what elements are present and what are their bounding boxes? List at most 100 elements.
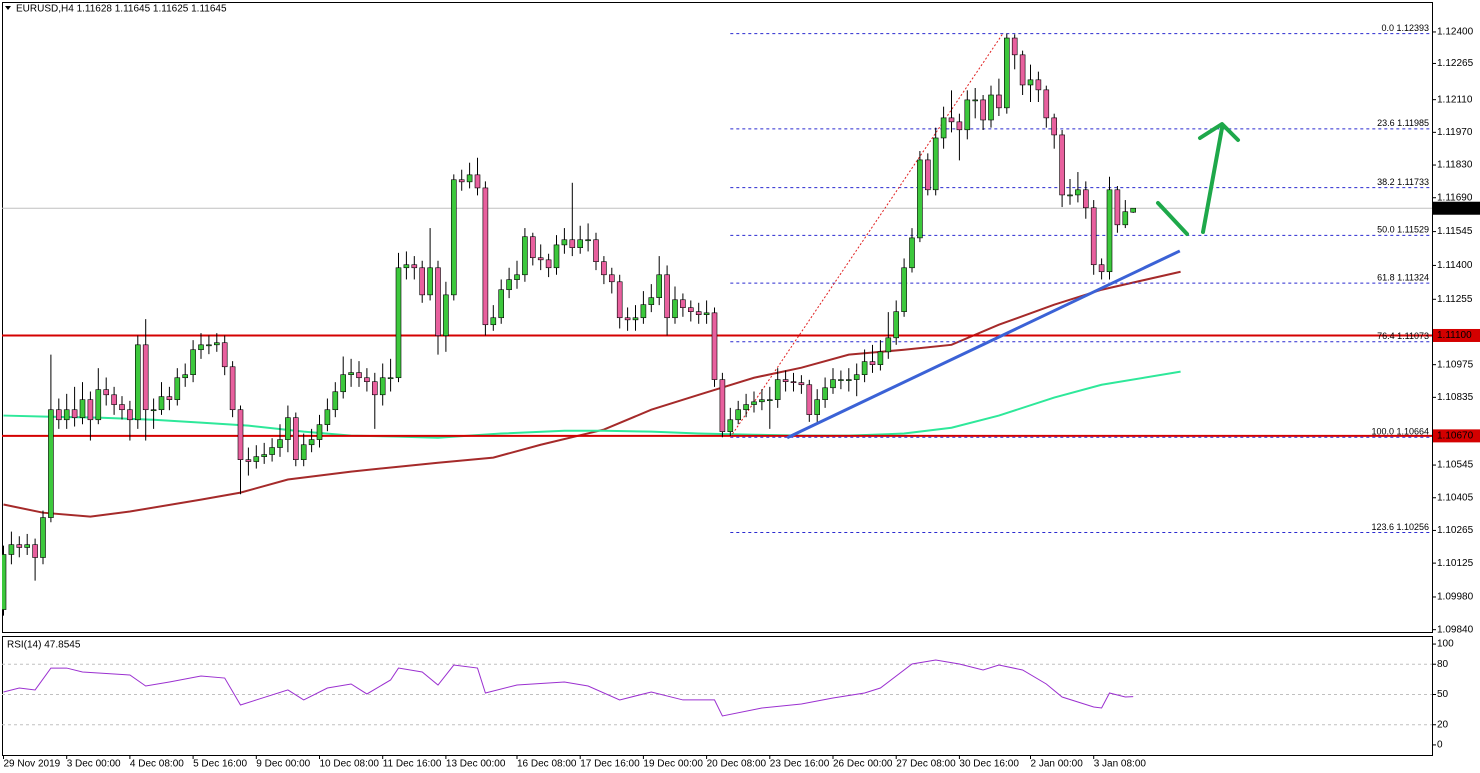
candle-body — [822, 387, 828, 400]
candle-body — [119, 404, 125, 411]
x-tick-label: 30 Dec 16:00 — [959, 759, 1019, 770]
candle-body — [332, 391, 339, 411]
candle-body — [498, 289, 505, 319]
y-tick-label: 1.10835 — [1437, 392, 1474, 403]
candle-body — [403, 264, 410, 269]
candle-body — [182, 374, 188, 379]
candle-body — [206, 344, 212, 347]
y-tick-label: 1.11255 — [1437, 294, 1473, 305]
x-tick-label: 29 Nov 2019 — [4, 759, 61, 770]
candle-body — [972, 99, 979, 102]
x-tick-label: 27 Dec 08:00 — [896, 759, 956, 770]
candle-body — [340, 374, 347, 393]
candle-body — [790, 381, 797, 384]
y-tick-label: 1.10125 — [1437, 558, 1474, 569]
candle-body — [964, 99, 971, 131]
x-tick-label: 4 Dec 08:00 — [130, 759, 184, 770]
candle-body — [1027, 79, 1034, 86]
candle-body — [166, 396, 173, 400]
rsi-y-tick-label: 50 — [1437, 689, 1449, 700]
rsi-y-tick-label: 20 — [1437, 719, 1449, 730]
rsi-title: RSI(14) 47.8545 — [7, 640, 81, 651]
candle-body — [135, 344, 141, 421]
candle-body — [703, 312, 710, 315]
candle-body — [285, 417, 291, 440]
candle-body — [1098, 264, 1105, 273]
arrow-stroke — [1156, 201, 1189, 236]
candle-body — [2, 554, 7, 610]
candle-body — [79, 399, 86, 418]
rsi-panel-border — [2, 636, 1433, 756]
y-tick-label: 1.10265 — [1437, 525, 1474, 536]
candle-body — [1083, 189, 1089, 209]
candle-body — [743, 404, 749, 411]
candle-body — [853, 374, 860, 380]
price-label-box — [1433, 429, 1480, 443]
candle-body — [585, 239, 591, 242]
x-tick-label: 10 Dec 08:00 — [320, 759, 380, 770]
y-tick-label: 1.11400 — [1437, 260, 1473, 271]
candle-body — [8, 544, 15, 555]
candle-body — [766, 399, 773, 401]
price-label-box — [1433, 328, 1480, 342]
candle-body — [711, 312, 718, 380]
main-plot: 0.0 1.12393 23.6 1.11985 38.2 1.11733 50.0 … — [2, 23, 1432, 616]
candle-body — [727, 419, 734, 432]
candle-body — [996, 94, 1002, 109]
x-tick-label: 19 Dec 00:00 — [643, 759, 703, 770]
candle-body — [948, 117, 955, 123]
candle-body — [869, 361, 876, 365]
current-price-box — [1433, 201, 1480, 215]
candle-body — [95, 389, 102, 421]
fib-label: 61.8 1.11324 — [1377, 273, 1429, 283]
x-tick-label: 3 Dec 00:00 — [67, 759, 121, 770]
candle-body — [616, 281, 623, 319]
candle-body — [269, 447, 275, 455]
candle-body — [474, 174, 481, 189]
candle-body — [71, 409, 78, 418]
fib-diagonal — [729, 33, 1004, 438]
candle-body — [940, 117, 947, 139]
candle-body — [158, 396, 165, 411]
y-tick-label: 1.11830 — [1437, 160, 1473, 171]
candle-body — [127, 409, 133, 421]
y-tick-label: 1.09840 — [1437, 624, 1474, 635]
candle-body — [364, 377, 370, 383]
candle-body — [830, 379, 836, 389]
candle-body — [545, 259, 552, 269]
arrow-shaft — [1201, 126, 1224, 234]
candle-body — [632, 317, 639, 321]
candle-body — [988, 94, 994, 121]
candle-body — [553, 244, 560, 269]
candle-body — [63, 409, 70, 421]
candle-body — [1011, 37, 1018, 56]
y-tick-label: 1.12265 — [1437, 58, 1474, 69]
candle-body — [24, 544, 31, 548]
candle-body — [901, 267, 907, 312]
candle-body — [277, 439, 283, 448]
candle-body — [482, 187, 489, 326]
candle-body — [1043, 89, 1050, 119]
fib-label: 100.0 1.10664 — [1371, 427, 1429, 437]
candle-body — [1051, 117, 1057, 136]
y-tick-label: 1.10405 — [1437, 492, 1474, 503]
candle-body — [356, 372, 362, 379]
rsi-plot — [2, 659, 1432, 726]
arrow-head — [1198, 122, 1240, 142]
y-tick-label: 1.11970 — [1437, 127, 1473, 138]
candle-body — [648, 297, 655, 305]
candle-body — [292, 417, 299, 460]
candle-body — [529, 236, 536, 259]
fib-label: 38.2 1.11733 — [1377, 177, 1429, 187]
price-label: 1.10670 — [1437, 431, 1474, 442]
candle-body — [608, 274, 615, 283]
x-tick-label: 23 Dec 16:00 — [770, 759, 830, 770]
candle-body — [1122, 211, 1129, 226]
candle-body — [909, 237, 915, 269]
candle-body — [861, 361, 868, 376]
candle-body — [142, 344, 149, 411]
y-tick-label: 1.11545 — [1437, 226, 1473, 237]
candle-body — [719, 379, 726, 432]
